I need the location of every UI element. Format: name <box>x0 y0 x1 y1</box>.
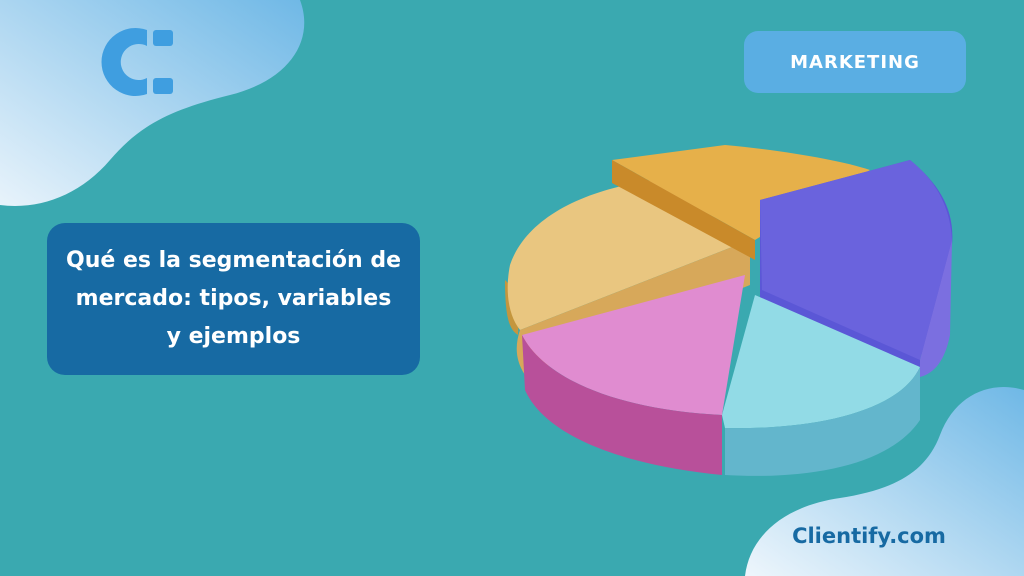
3d-pie-chart-icon <box>505 145 953 476</box>
pie-slice-orange <box>612 145 870 260</box>
page-title: Qué es la segmentación de mercado: tipos… <box>66 248 401 349</box>
title-box: Qué es la segmentación de mercado: tipos… <box>47 223 420 375</box>
pie-slice-purple <box>760 160 953 377</box>
site-url[interactable]: Clientify.com <box>792 524 946 548</box>
category-badge[interactable]: MARKETING <box>744 31 966 93</box>
pie-slice-pink <box>522 275 745 475</box>
top-left-decor-blob <box>0 0 305 206</box>
bottom-right-decor-blob <box>745 387 1024 576</box>
pie-slice-teal <box>722 295 920 476</box>
clientify-c-logo-icon <box>101 28 173 96</box>
